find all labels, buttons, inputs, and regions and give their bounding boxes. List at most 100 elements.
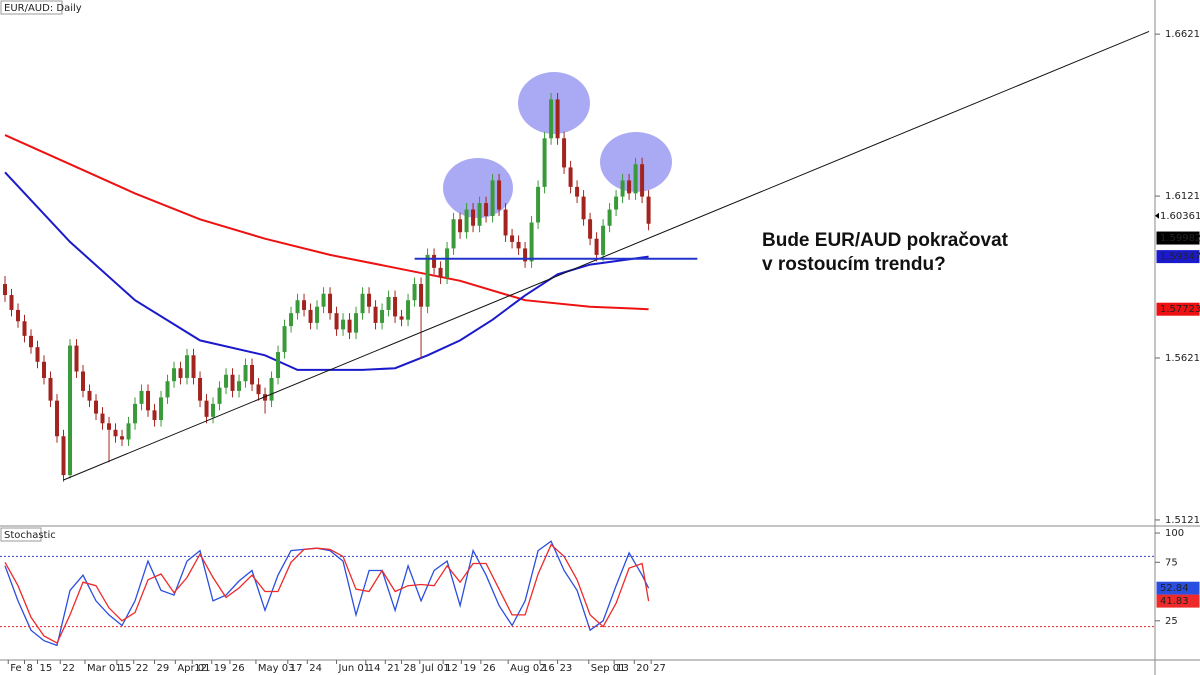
price-tag xyxy=(1156,302,1200,316)
candle-body xyxy=(289,313,294,327)
candle-body xyxy=(263,394,268,401)
candle-body xyxy=(185,355,190,378)
candle-body xyxy=(425,254,430,307)
candle-body xyxy=(198,377,203,401)
x-tick-label: 28 xyxy=(404,663,417,674)
candle-body xyxy=(237,381,242,391)
stochastic-line xyxy=(4,540,650,647)
candle-body xyxy=(347,319,352,333)
candle-body xyxy=(120,436,125,440)
price-tag-label: 1.59347 xyxy=(1160,252,1200,263)
candle-body xyxy=(334,313,339,330)
x-tick-label: 14 xyxy=(368,663,381,674)
highlight-left-shoulder xyxy=(443,158,513,218)
title-box xyxy=(0,0,63,15)
candle-body xyxy=(217,387,222,404)
x-tick-label: Jul 01 xyxy=(421,663,450,674)
candle-body xyxy=(373,306,378,323)
candle-body xyxy=(295,300,300,314)
candle-body xyxy=(549,99,554,139)
title-box xyxy=(0,527,42,542)
candle-body xyxy=(419,284,424,307)
candle-body xyxy=(354,313,359,333)
candle-body xyxy=(276,352,281,378)
price-tag-label: 52.84 xyxy=(1160,583,1189,594)
candle-body xyxy=(432,254,437,268)
candle-body xyxy=(126,423,131,440)
x-tick-label: 15 xyxy=(40,663,53,674)
price-tag xyxy=(1156,231,1200,245)
candle-body xyxy=(256,384,261,395)
x-tick-label: 19 xyxy=(463,663,476,674)
x-tick-label: 12 xyxy=(445,663,458,674)
candle-body xyxy=(133,403,138,424)
candle-body xyxy=(607,209,612,226)
y-tick-label: 25 xyxy=(1165,616,1178,627)
price-tag-label: 1.57723 xyxy=(1160,304,1200,315)
last-price-marker xyxy=(1155,212,1159,219)
x-tick-label: 21 xyxy=(387,663,400,674)
candle-body xyxy=(529,222,534,262)
candle-body xyxy=(614,196,619,210)
candle-body xyxy=(35,347,40,362)
y-tick-label: 75 xyxy=(1165,557,1178,568)
candle-body xyxy=(451,219,456,249)
candle-body xyxy=(620,180,625,197)
moving-average xyxy=(4,134,649,311)
panel-title: Stochastic xyxy=(4,530,56,541)
x-tick-label: 15 xyxy=(119,663,132,674)
candle-body xyxy=(575,186,580,197)
x-tick-label: Fe xyxy=(10,663,21,674)
candle-body xyxy=(601,225,606,255)
candle-body xyxy=(503,209,508,236)
candle-body xyxy=(562,138,567,168)
candle-body xyxy=(113,429,118,437)
candle-body xyxy=(393,296,398,317)
y-tick-label: 100 xyxy=(1165,528,1184,539)
candle-body xyxy=(646,196,651,224)
candle-body xyxy=(464,209,469,233)
candle-body xyxy=(87,390,92,401)
candle-body xyxy=(165,381,170,398)
candle-body xyxy=(588,219,593,239)
candle-body xyxy=(178,368,183,378)
candle-body xyxy=(523,248,528,262)
x-tick-label: 8 xyxy=(27,663,33,674)
candle-body xyxy=(321,293,326,307)
candle-body xyxy=(146,390,151,411)
candle-body xyxy=(191,355,196,378)
x-tick-label: 23 xyxy=(560,663,573,674)
x-tick-label: 27 xyxy=(653,663,666,674)
candle-body xyxy=(367,293,372,307)
candle-body xyxy=(568,167,573,187)
candle-body xyxy=(555,99,560,139)
candle-body xyxy=(250,365,255,385)
candle-body xyxy=(308,309,313,323)
candle-body xyxy=(29,335,34,348)
y-tick-label: 1.66216 xyxy=(1165,29,1200,40)
candle-body xyxy=(627,180,632,194)
y-tick-label: 1.61216 xyxy=(1165,191,1200,202)
candle-body xyxy=(477,203,482,226)
candle-body xyxy=(42,361,47,378)
candle-body xyxy=(243,365,248,382)
x-tick-label: 12 xyxy=(194,663,207,674)
candle-body xyxy=(100,413,105,424)
candle-body xyxy=(438,267,443,278)
x-tick-label: 16 xyxy=(542,663,555,674)
x-tick-label: 24 xyxy=(309,663,322,674)
price-tag xyxy=(1156,594,1200,608)
candle-body xyxy=(445,248,450,278)
candle-body xyxy=(458,219,463,233)
candle-body xyxy=(341,319,346,330)
candle-body xyxy=(68,345,73,476)
price-tag-label: 41.83 xyxy=(1160,596,1189,607)
candle-body xyxy=(152,410,157,421)
candle-body xyxy=(490,180,495,217)
x-tick-label: 26 xyxy=(232,663,245,674)
trend-line xyxy=(63,30,1150,481)
candle-body xyxy=(633,164,638,194)
candle-body xyxy=(230,374,235,391)
